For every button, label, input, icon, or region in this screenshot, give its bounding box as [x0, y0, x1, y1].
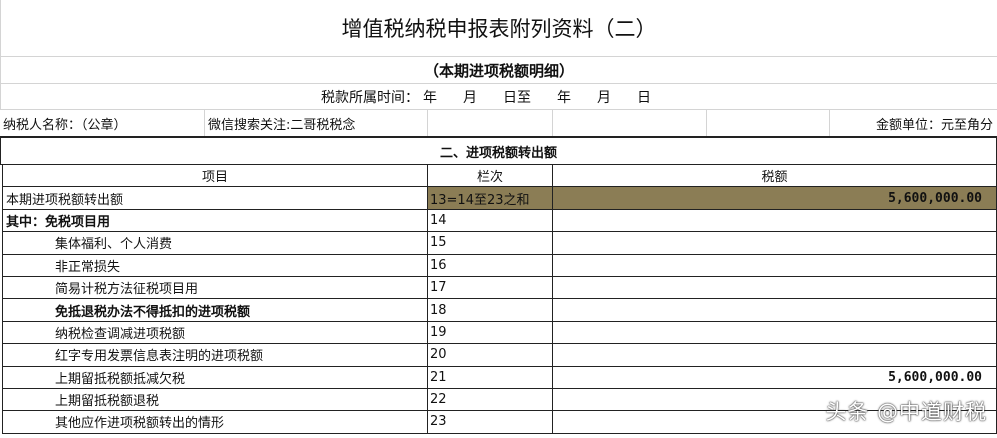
row-item[interactable]: 本期进项税额转出额 — [2, 187, 428, 209]
row-amount[interactable] — [553, 276, 997, 299]
wechat-note[interactable]: 微信搜索关注:二哥税税念 — [205, 110, 428, 136]
row-amount[interactable] — [553, 209, 997, 232]
table-row: 本期进项税额转出额 13=14至23之和 5,600,000.00 — [2, 187, 997, 210]
row-item[interactable]: 其中：免税项目用 — [2, 209, 428, 232]
row-line[interactable]: 18 — [428, 299, 553, 321]
taxpayer-row: 纳税人名称：（公章） 微信搜索关注:二哥税税念 金额单位：元至角分 — [0, 110, 997, 137]
period-part: 年 — [423, 89, 437, 106]
row-amount[interactable] — [553, 232, 997, 254]
table-row: 其他应作进项税额转出的情形 23 — [2, 411, 997, 434]
row-item[interactable]: 其他应作进项税额转出的情形 — [2, 411, 428, 433]
taxpayer-name-label[interactable]: 纳税人名称：（公章） — [0, 110, 205, 136]
row-amount[interactable]: 5,600,000.00 — [553, 366, 997, 388]
row-line[interactable]: 19 — [428, 321, 553, 344]
row-line[interactable]: 14 — [428, 209, 553, 232]
row-item[interactable]: 红字专用发票信息表注明的进项税额 — [2, 344, 428, 366]
row-item[interactable]: 简易计税方法征税项目用 — [2, 276, 428, 299]
row-amount[interactable] — [553, 254, 997, 276]
row-line[interactable]: 15 — [428, 232, 553, 254]
header-amount: 税额 — [553, 165, 997, 187]
header-row: 项目 栏次 税额 — [2, 165, 997, 188]
table-row: 红字专用发票信息表注明的进项税额 20 — [2, 344, 997, 367]
table-row: 集体福利、个人消费 15 — [2, 232, 997, 255]
table-row: 其中：免税项目用 14 — [2, 209, 997, 233]
row-item[interactable]: 纳税检查调减进项税额 — [2, 321, 428, 344]
row-item[interactable]: 集体福利、个人消费 — [2, 232, 428, 254]
form-subtitle: （本期进项税额明细） — [0, 57, 997, 84]
period-part: 日至 — [503, 89, 531, 106]
row-item[interactable]: 非正常损失 — [2, 254, 428, 276]
table-row: 纳税检查调减进项税额 19 — [2, 321, 997, 345]
row-item[interactable]: 上期留抵税额退税 — [2, 388, 428, 411]
table-row: 免抵退税办法不得抵扣的进项税额 18 — [2, 299, 997, 322]
table-row: 上期留抵税额抵减欠税 21 5,600,000.00 — [2, 366, 997, 389]
empty-cell[interactable] — [428, 110, 553, 136]
row-amount[interactable] — [553, 321, 997, 344]
row-item[interactable]: 免抵退税办法不得抵扣的进项税额 — [2, 299, 428, 321]
row-item[interactable]: 上期留抵税额抵减欠税 — [2, 366, 428, 388]
header-line: 栏次 — [428, 165, 553, 187]
table-row: 上期留抵税额退税 22 — [2, 388, 997, 412]
section-header: 二、进项税额转出额 — [0, 137, 997, 165]
row-line[interactable]: 20 — [428, 344, 553, 366]
row-line[interactable]: 17 — [428, 276, 553, 299]
period-label: 税款所属时间： — [321, 89, 419, 106]
form-title: 增值税纳税申报表附列资料（二） — [0, 0, 997, 57]
row-line[interactable]: 23 — [428, 411, 553, 433]
table-row: 非正常损失 16 — [2, 254, 997, 277]
amount-unit[interactable]: 金额单位：元至角分 — [875, 117, 993, 133]
period-part: 月 — [463, 89, 477, 106]
row-line[interactable]: 13=14至23之和 — [428, 187, 553, 209]
row-amount[interactable] — [553, 299, 997, 321]
input-tax-transfer-table: 项目 栏次 税额 本期进项税额转出额 13=14至23之和 5,600,000.00… — [2, 165, 997, 434]
empty-cell[interactable] — [707, 110, 830, 136]
period-part: 月 — [597, 89, 611, 106]
period-part: 日 — [637, 89, 651, 106]
empty-cell[interactable] — [553, 110, 707, 136]
row-line[interactable]: 22 — [428, 388, 553, 411]
header-item: 项目 — [2, 165, 428, 187]
row-line[interactable]: 21 — [428, 366, 553, 388]
table-row: 简易计税方法征税项目用 17 — [2, 276, 997, 300]
period-part: 年 — [557, 89, 571, 106]
tax-period: 税款所属时间： 年 月 日至 年 月 日 — [0, 84, 997, 110]
row-amount[interactable]: 5,600,000.00 — [553, 187, 997, 209]
watermark: 头条 @中道财税 — [825, 400, 987, 424]
row-line[interactable]: 16 — [428, 254, 553, 276]
row-amount[interactable] — [553, 344, 997, 366]
